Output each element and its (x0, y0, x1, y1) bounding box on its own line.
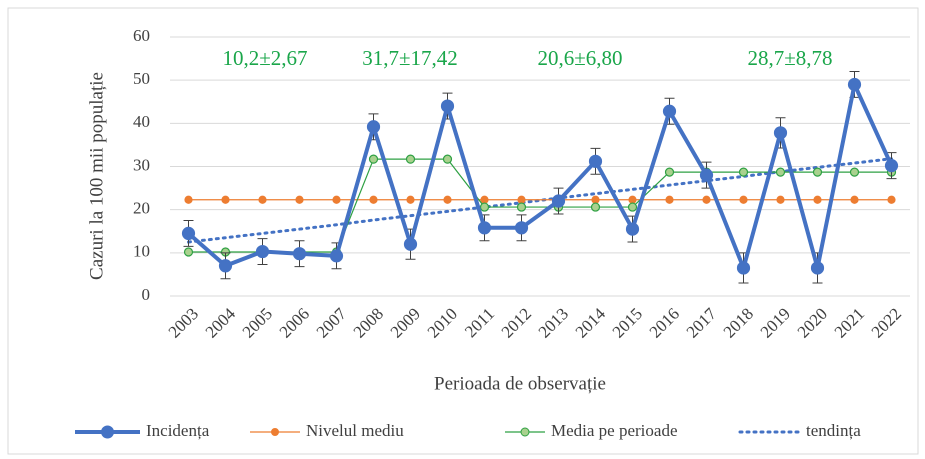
point (813, 195, 822, 204)
point (405, 154, 416, 164)
point (514, 221, 529, 235)
legend-marker (101, 425, 114, 439)
point (329, 249, 344, 263)
point (442, 154, 453, 164)
point (369, 195, 378, 204)
point (366, 120, 381, 134)
point (443, 195, 452, 204)
legend-marker (271, 428, 279, 436)
y-tick-label: 10 (133, 242, 150, 261)
point (590, 202, 601, 212)
point (255, 244, 270, 259)
point (184, 195, 193, 204)
point (665, 195, 674, 204)
point (406, 195, 415, 204)
point (183, 247, 194, 257)
point (738, 167, 749, 177)
point (479, 202, 490, 212)
point (664, 167, 675, 177)
point (775, 167, 786, 177)
point (295, 195, 304, 204)
point (773, 126, 788, 140)
point (368, 154, 379, 164)
y-tick-label: 0 (142, 285, 151, 304)
point (292, 247, 307, 261)
point (628, 195, 637, 204)
point (812, 167, 823, 177)
legend-label: Incidența (146, 421, 210, 440)
y-tick-label: 20 (133, 199, 150, 218)
point (221, 195, 230, 204)
point (218, 259, 233, 273)
annotation: 20,6±6,80 (537, 46, 622, 70)
x-axis-title: Perioada de observație (434, 373, 606, 394)
point (480, 195, 489, 204)
point (736, 261, 751, 275)
point (258, 195, 267, 204)
annotation: 28,7±8,78 (747, 46, 832, 70)
legend-label: tendința (806, 421, 861, 440)
point (810, 261, 825, 275)
chart-frame (7, 7, 919, 455)
point (181, 226, 196, 241)
y-tick-label: 50 (133, 69, 150, 88)
y-tick-label: 40 (133, 112, 150, 131)
y-axis-title: Cazuri la 100 mii populație (86, 72, 107, 280)
point (662, 104, 677, 118)
point (702, 195, 711, 204)
point (551, 194, 566, 208)
point (887, 195, 896, 204)
point (625, 222, 640, 236)
point (627, 202, 638, 212)
point (517, 195, 526, 204)
legend-marker (520, 427, 530, 437)
point (699, 168, 714, 182)
point (850, 195, 859, 204)
annotation: 31,7±17,42 (362, 46, 458, 70)
annotation: 10,2±2,67 (222, 46, 307, 70)
point (516, 202, 527, 212)
point (332, 195, 341, 204)
y-tick-label: 30 (133, 155, 150, 174)
point (849, 167, 860, 177)
point (588, 154, 603, 168)
point (776, 195, 785, 204)
legend-label: Media pe perioade (551, 421, 678, 440)
point (847, 77, 862, 92)
point (403, 237, 418, 251)
point (884, 159, 899, 173)
point (591, 195, 600, 204)
legend-label: Nivelul mediu (306, 421, 404, 440)
y-tick-label: 60 (133, 26, 150, 45)
point (739, 195, 748, 204)
point (477, 221, 492, 235)
point (440, 99, 455, 113)
